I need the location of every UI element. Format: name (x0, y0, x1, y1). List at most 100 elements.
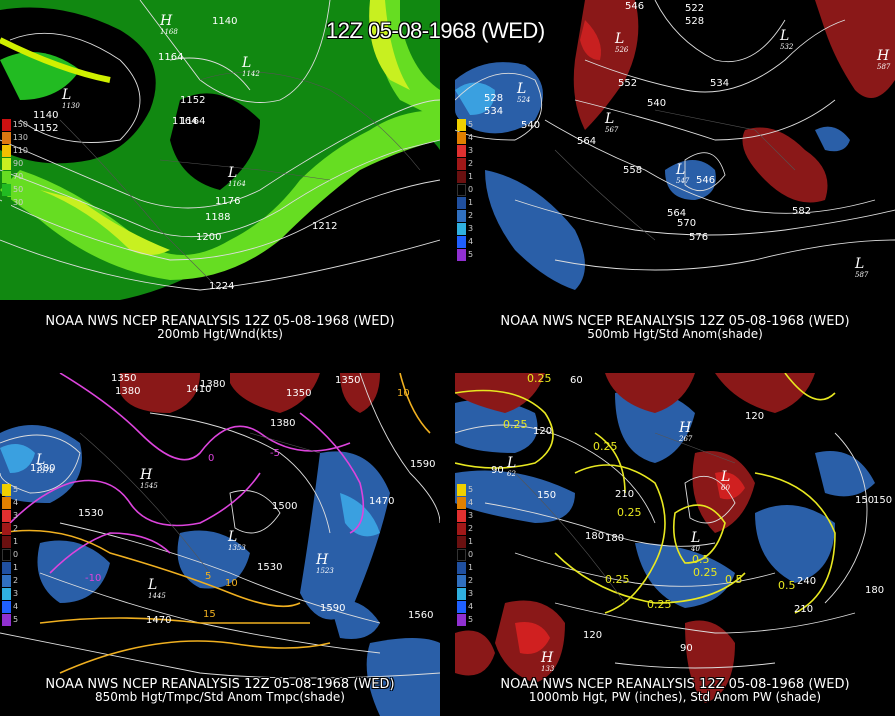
legend-label: 4 (468, 133, 474, 142)
contour-label: 1152 (33, 123, 59, 134)
contour-label: 1140 (212, 16, 238, 27)
legend-swatch (457, 600, 466, 613)
high-center: H 1523 (316, 552, 334, 575)
contour-label: 522 (685, 3, 705, 14)
legend-swatch (457, 509, 466, 522)
high-center: H 133 (541, 650, 555, 673)
legend-swatch (457, 548, 466, 561)
legend-label: 3 (468, 511, 474, 520)
legend-label: 3 (468, 146, 474, 155)
contour-label: 570 (677, 218, 697, 229)
legend-label: 30 (13, 198, 24, 207)
low-center: L 1130 (62, 87, 80, 110)
contour-label: 1380 (200, 379, 226, 390)
contour-label: 1500 (272, 501, 298, 512)
legend-swatch (2, 600, 11, 613)
legend-label: 0 (468, 550, 474, 559)
panel-caption-line2: 200mb Hgt/Wnd(kts) (157, 327, 283, 341)
legend-label: 5 (468, 120, 474, 129)
contour-label: 576 (689, 232, 709, 243)
legend-label: 150 (12, 120, 28, 129)
legend-1000mb: 5 4 3 2 1 0 1 2 3 4 5 (457, 483, 483, 626)
pw-label: 0.5 (692, 553, 710, 566)
contour-label: 180 (605, 533, 625, 544)
pw-label: 0.25 (503, 418, 528, 431)
contour-label: 120 (533, 426, 553, 437)
legend-label: 2 (13, 524, 19, 533)
contour-label: 540 (647, 98, 667, 109)
legend-swatch (2, 483, 11, 496)
legend-swatch (457, 496, 466, 509)
temp-label: 15 (203, 609, 216, 620)
legend-swatch (457, 613, 466, 626)
legend-swatch (457, 535, 466, 548)
legend-label: 70 (13, 172, 24, 181)
legend-swatch (457, 144, 466, 157)
low-center: L 60 (721, 469, 731, 492)
legend-label: 1 (468, 198, 474, 207)
legend-label: 1 (468, 537, 474, 546)
high-center: H 587 (877, 48, 891, 71)
legend-label: 0 (468, 185, 474, 194)
contour-label: 546 (696, 175, 716, 186)
legend-swatch (2, 535, 11, 548)
legend-label: 4 (468, 498, 474, 507)
contour-label: 90 (680, 643, 693, 654)
legend-label: 110 (12, 146, 28, 155)
pw-label: 0.25 (693, 566, 718, 579)
contour-label: 564 (577, 136, 597, 147)
low-center: L 532 (780, 28, 794, 51)
contour-label: 540 (521, 120, 541, 131)
contour-label: 1530 (257, 562, 283, 573)
contour-label: 90 (491, 465, 504, 476)
contour-label: 1164 (172, 116, 198, 127)
contour-label: 582 (792, 206, 812, 217)
low-center: L 526 (615, 31, 629, 54)
contour-label: 558 (623, 165, 643, 176)
legend-swatch (457, 248, 466, 261)
contour-label: 528 (484, 93, 504, 104)
low-center: L 587 (855, 256, 869, 279)
legend-swatch (457, 183, 466, 196)
legend-label: 0 (13, 550, 19, 559)
high-center: H 267 (679, 420, 693, 443)
legend-label: 4 (13, 602, 19, 611)
contour-label: 1410 (186, 384, 212, 395)
contour-label: 1470 (369, 496, 395, 507)
contour-label: 180 (585, 531, 605, 542)
temp-label: 10 (397, 388, 410, 399)
map-500mb (455, 0, 895, 343)
contour-label: 546 (625, 1, 645, 12)
contour-label: 1530 (78, 508, 104, 519)
legend-swatch (457, 561, 466, 574)
legend-label: 90 (13, 159, 24, 168)
contour-label: 1380 (115, 386, 141, 397)
legend-label: 3 (13, 511, 19, 520)
contour-label: 60 (570, 375, 583, 386)
legend-200mb: 150 130 110 90 70 50 30 (2, 118, 28, 209)
legend-label: 5 (468, 250, 474, 259)
pw-label: 0.25 (647, 598, 672, 611)
contour-label: 1380 (270, 418, 296, 429)
contour-label: 564 (667, 208, 687, 219)
low-center: L 40 (691, 530, 701, 553)
legend-swatch (2, 196, 11, 209)
page-title: 12Z 05-08-1968 (WED) (326, 18, 545, 43)
legend-swatch (457, 587, 466, 600)
temp-label: 5 (205, 571, 212, 582)
legend-swatch (457, 196, 466, 209)
contour-label: 180 (865, 585, 885, 596)
low-center: L 524 (517, 81, 531, 104)
low-center: L 1445 (148, 577, 166, 600)
legend-swatch (457, 222, 466, 235)
contour-label: 552 (618, 78, 638, 89)
legend-swatch (2, 170, 11, 183)
contour-label: 1152 (180, 95, 206, 106)
legend-swatch (2, 496, 11, 509)
legend-label: 50 (13, 185, 24, 194)
legend-850mb: 5 4 3 2 1 0 1 2 3 4 5 (2, 483, 28, 626)
legend-swatch (457, 209, 466, 222)
legend-swatch (2, 574, 11, 587)
legend-label: 1 (468, 172, 474, 181)
legend-label: 5 (13, 615, 19, 624)
